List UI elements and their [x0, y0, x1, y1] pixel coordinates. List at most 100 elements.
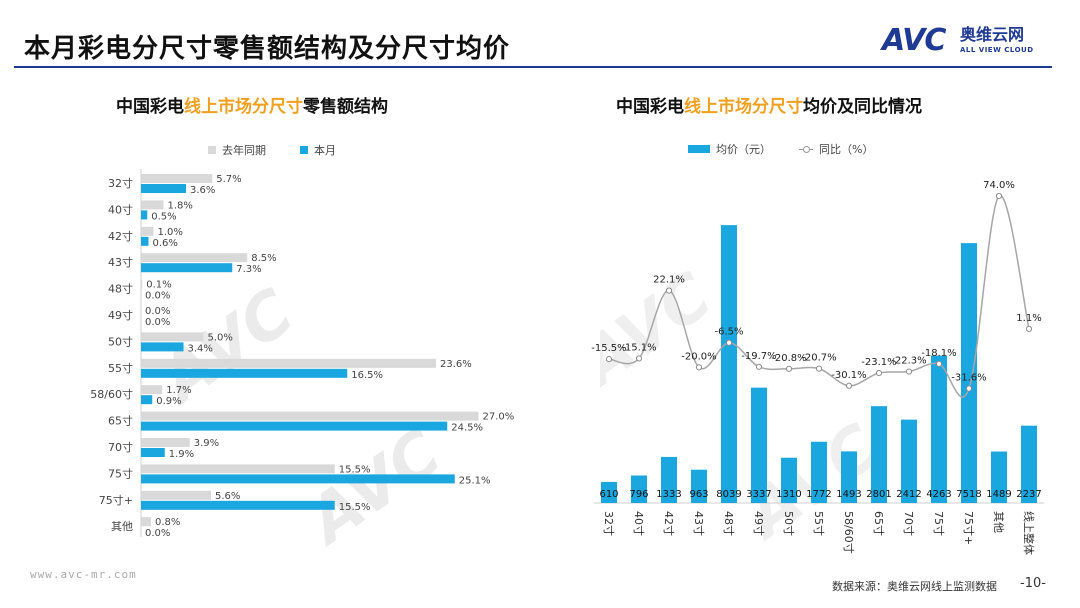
yoy-point: [665, 287, 673, 294]
yoy-label: -19.7%: [741, 351, 776, 362]
bar-curr: [141, 342, 184, 352]
left-bar-chart: 32寸 5.7%3.6% 40寸 1.8%0.5% 42寸 1.0%0.6% 43寸 8.5%…: [90, 169, 515, 539]
price-bar: [721, 225, 737, 503]
data-label-prev: 1.7%: [166, 385, 191, 396]
bar-prev: [141, 385, 163, 395]
bar-prev: [141, 200, 164, 210]
left-title-highlight: 线上市场分尺寸: [184, 97, 303, 117]
left-title-prefix: 中国彩电: [116, 97, 184, 117]
x-tick-label: 75寸+: [962, 511, 976, 545]
price-label: 2801: [866, 489, 891, 500]
yoy-label: -18.1%: [921, 348, 956, 359]
bar-curr: [141, 421, 448, 431]
left-chart-title: 中国彩电线上市场分尺寸零售额结构: [116, 92, 388, 117]
x-tick-label: 75寸: [932, 511, 946, 536]
yoy-label: -20.0%: [681, 351, 716, 362]
x-tick-label: 43寸: [692, 511, 706, 536]
price-bar: [931, 355, 947, 503]
yoy-point: [605, 356, 613, 363]
price-bar: [961, 243, 977, 503]
title-divider: [14, 66, 1052, 68]
price-bar: [631, 475, 647, 503]
x-tick-label: 50寸: [782, 511, 796, 536]
y-tick-label: 49寸: [108, 308, 133, 322]
x-tick-label: 65寸: [872, 511, 886, 536]
legend-label-curr: 本月: [314, 144, 336, 157]
price-bar: [991, 451, 1007, 503]
x-tick-label: 32寸: [602, 511, 616, 536]
yoy-point: [725, 339, 733, 346]
bar-prev: [141, 332, 204, 342]
data-label-curr: 15.5%: [339, 502, 371, 513]
x-tick-label: 线上整体: [1022, 511, 1036, 555]
price-bar: [1021, 425, 1037, 503]
data-label-prev: 5.0%: [208, 332, 233, 343]
bar-curr: [141, 236, 149, 246]
avc-logo: AVC 奥维云网 ALL VIEW CLOUD: [882, 22, 1052, 62]
bar-curr: [141, 184, 186, 193]
price-bar: [601, 481, 617, 503]
y-tick-label: 32寸: [108, 176, 133, 190]
data-label-curr: 3.4%: [188, 343, 213, 354]
legend-label-price: 均价（元）: [716, 143, 771, 156]
price-label: 2237: [1016, 489, 1041, 500]
yoy-point: [965, 385, 973, 392]
yoy-label: -20.8%: [771, 353, 806, 364]
yoy-label: -23.1%: [861, 357, 896, 368]
right-combo-chart: 610 796 1333 963 8039 3337 1310 1772 1493 2801 241…: [591, 180, 1044, 555]
bar-curr: [141, 368, 348, 378]
yoy-label: -31.6%: [951, 373, 986, 384]
yoy-line: [608, 195, 1030, 398]
data-label-curr: 0.0%: [145, 291, 170, 302]
x-tick-label: 49寸: [752, 511, 766, 536]
data-label-prev: 3.9%: [194, 438, 219, 449]
data-label-curr: 1.9%: [169, 449, 194, 460]
data-label-curr: 24.5%: [451, 423, 483, 434]
footer-website: www.avc-mr.com: [30, 568, 137, 581]
price-label: 610: [599, 489, 618, 500]
data-label-prev: 15.5%: [339, 464, 371, 475]
logo-cn: 奥维云网: [960, 25, 1025, 44]
data-label-curr: 0.9%: [156, 396, 181, 407]
bar-prev: [141, 279, 143, 289]
price-bar: [691, 469, 707, 503]
price-bar: [841, 451, 857, 503]
bar-curr: [141, 210, 148, 220]
bar-prev: [141, 174, 213, 183]
data-label-prev: 5.6%: [215, 491, 240, 502]
bar-prev: [141, 517, 151, 527]
x-tick-label: 40寸: [632, 511, 646, 536]
data-label-prev: 27.0%: [483, 412, 515, 423]
yoy-label: -15.1%: [621, 342, 656, 353]
data-label-prev: 1.0%: [158, 227, 183, 238]
price-bar: [781, 457, 797, 503]
x-tick-label: 58/60寸: [842, 511, 856, 554]
left-legend: 去年同期 本月: [208, 142, 336, 158]
yoy-point: [695, 364, 703, 371]
data-label-prev: 0.0%: [145, 306, 170, 317]
bar-prev: [141, 358, 436, 368]
bar-curr: [141, 500, 335, 510]
bar-prev: [141, 490, 211, 500]
y-tick-label: 43寸: [108, 255, 133, 269]
price-label: 8039: [716, 489, 741, 500]
legend-swatch-prev: [208, 146, 216, 154]
yoy-point: [845, 382, 853, 389]
right-legend: 均价（元） 同比（%）: [688, 141, 873, 157]
data-label-prev: 0.8%: [155, 517, 180, 528]
price-label: 7518: [956, 489, 981, 500]
legend-swatch-yoy: [799, 145, 813, 153]
logo-en: ALL VIEW CLOUD: [960, 46, 1034, 54]
data-label-prev: 5.7%: [216, 174, 241, 185]
yoy-label: -30.1%: [831, 370, 866, 381]
yoy-label: 74.0%: [983, 180, 1015, 191]
price-bar: [901, 419, 917, 503]
data-label-prev: 23.6%: [440, 359, 472, 370]
logo-mark: AVC: [882, 23, 946, 58]
bar-prev: [141, 464, 335, 474]
bar-prev: [141, 253, 248, 263]
price-label: 1493: [836, 489, 861, 500]
price-label: 1489: [986, 489, 1011, 500]
price-bar: [811, 441, 827, 503]
y-tick-label: 55寸: [108, 361, 133, 375]
